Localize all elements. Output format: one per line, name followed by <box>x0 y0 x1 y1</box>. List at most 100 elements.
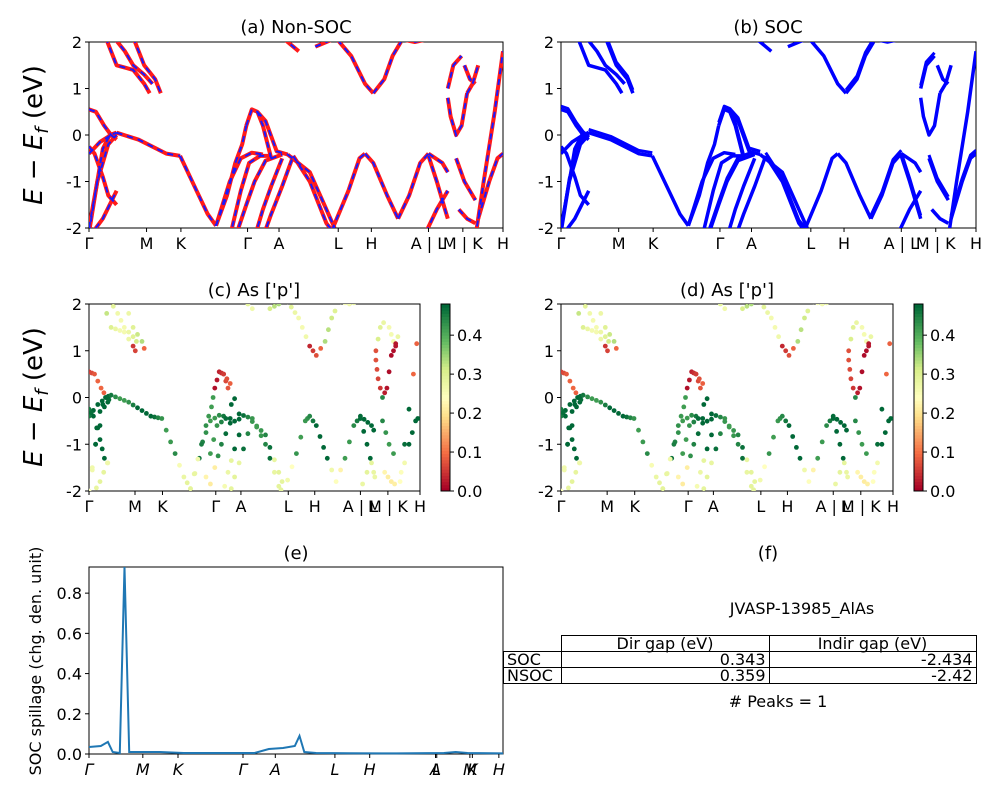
projection-point <box>375 376 381 382</box>
projection-point <box>276 304 282 307</box>
projection-point <box>89 465 95 470</box>
projection-point <box>709 416 714 422</box>
projection-point <box>90 492 95 497</box>
projection-point <box>184 480 190 486</box>
band-line-soc <box>736 155 768 228</box>
projection-point <box>351 304 356 306</box>
projection-point <box>713 446 719 452</box>
colorbar-segment <box>441 356 450 361</box>
projection-point <box>216 412 222 418</box>
projection-point <box>135 332 140 337</box>
projection-point <box>228 402 234 407</box>
colorbar-segment <box>441 319 450 324</box>
projection-point <box>616 411 621 416</box>
projection-point <box>605 348 610 354</box>
projection-point <box>722 306 728 312</box>
projection-point <box>326 327 331 333</box>
projection-point <box>620 413 626 419</box>
xtick-label: H <box>781 497 793 516</box>
band-line-nonsoc-dashed <box>230 154 272 228</box>
projection-point <box>369 423 374 428</box>
projection-point <box>98 385 104 391</box>
projection-point <box>684 415 690 421</box>
projection-point <box>882 430 888 435</box>
band-line-soc <box>803 152 839 228</box>
colorbar-segment <box>914 313 923 317</box>
colorbar-segment <box>441 316 450 321</box>
gap-table-row: NSOC 0.359 -2.42 <box>503 667 977 684</box>
band-line-soc <box>588 127 653 155</box>
colorbar-segment <box>441 431 450 436</box>
projection-point <box>875 441 880 447</box>
colorbar-segment <box>441 453 450 458</box>
projection-point <box>130 343 136 349</box>
projection-point <box>241 413 246 418</box>
projection-point <box>879 441 885 447</box>
projection-point <box>373 348 379 354</box>
projection-point <box>95 425 101 431</box>
colorbar-segment <box>914 397 923 402</box>
projection-point <box>709 432 714 438</box>
projection-point <box>191 471 197 477</box>
projection-point <box>380 395 385 400</box>
colorbar-segment <box>914 441 923 445</box>
projection-point <box>704 396 710 402</box>
projection-point <box>333 479 339 484</box>
projection-point <box>571 446 577 452</box>
colorbar-segment <box>441 484 450 489</box>
band-line-soc <box>809 42 848 95</box>
xtick-label: A <box>269 760 281 779</box>
projection-point <box>212 385 218 391</box>
colorbar-label: 0.1 <box>930 443 955 462</box>
projection-point <box>740 306 745 312</box>
colorbar-label: 0.4 <box>930 326 955 345</box>
projection-point <box>772 325 778 330</box>
colorbar-segment <box>441 444 450 448</box>
colorbar-segment <box>914 484 923 489</box>
projection-point <box>567 425 573 431</box>
projection-point <box>411 371 416 377</box>
projection-point <box>689 412 694 418</box>
material-title: JVASP-13985_AlAs <box>729 599 874 619</box>
projection-point <box>700 420 706 426</box>
colorbar-segment <box>441 394 450 398</box>
colorbar-segment <box>441 347 450 352</box>
colorbar-segment <box>914 434 923 439</box>
xtick-label: H <box>970 234 982 253</box>
projection-point <box>227 420 233 426</box>
panel-a-xticks: Γ M K Γ A L H A | LM | K H <box>85 228 509 253</box>
projection-point <box>397 479 403 484</box>
projection-point <box>748 483 754 489</box>
projection-point <box>865 481 870 487</box>
band-line-soc <box>702 154 744 228</box>
projection-point <box>227 381 233 386</box>
projection-point <box>744 304 750 309</box>
band-line-nonsoc-dashed <box>265 155 295 228</box>
projection-point <box>687 377 692 383</box>
projection-point <box>245 304 251 307</box>
band-line-nonsoc-dashed <box>256 157 284 228</box>
projection-point <box>101 390 107 396</box>
band-line-nonsoc-dashed <box>89 131 117 155</box>
projection-point <box>845 474 850 480</box>
projection-point <box>212 465 218 470</box>
projection-point <box>409 430 415 435</box>
ytick-label: -2 <box>538 482 554 501</box>
spillage-line <box>88 566 504 755</box>
xtick-label: K <box>629 497 640 516</box>
projection-point <box>855 390 860 396</box>
colorbar-segment <box>914 360 923 364</box>
projection-point <box>105 460 111 466</box>
band-line-nonsoc-dashed <box>116 42 154 85</box>
projection-point <box>414 341 420 347</box>
ytick-label: 0 <box>544 389 554 408</box>
projection-point <box>377 325 383 330</box>
projection-point <box>99 446 105 452</box>
projection-point <box>382 390 388 396</box>
colorbar-segment <box>441 428 450 433</box>
projection-point <box>391 348 396 354</box>
panel-e-series <box>88 566 504 755</box>
projection-point <box>303 334 309 340</box>
projection-point <box>567 402 573 407</box>
projection-point <box>701 458 707 463</box>
